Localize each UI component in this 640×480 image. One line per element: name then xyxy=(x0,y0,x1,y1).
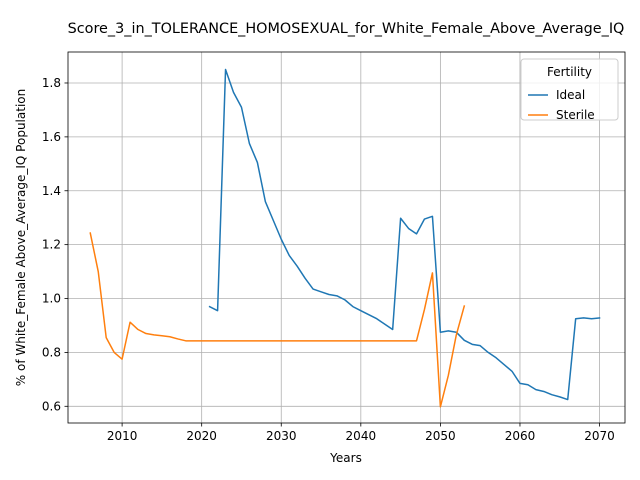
y-axis-label: % of White_Female Above_Average_IQ Popul… xyxy=(14,89,28,386)
series-line-ideal xyxy=(208,68,601,401)
x-tick-label: 2040 xyxy=(346,429,377,443)
series-line-sterile xyxy=(89,232,466,408)
y-tick-label: 0.8 xyxy=(42,345,61,359)
y-tick-label: 1.2 xyxy=(42,238,61,252)
x-axis-ticks: 2010 2020 2030 2040 2050 2060 2070 xyxy=(107,423,615,443)
chart-title: Score_3_in_TOLERANCE_HOMOSEXUAL_for_Whit… xyxy=(68,21,625,37)
y-tick-label: 0.6 xyxy=(42,399,61,413)
y-tick-label: 1.8 xyxy=(42,76,61,90)
y-tick-label: 1.0 xyxy=(42,292,61,306)
legend-title: Fertility xyxy=(547,65,592,79)
x-tick-label: 2020 xyxy=(186,429,217,443)
x-tick-label: 2060 xyxy=(505,429,536,443)
x-tick-label: 2070 xyxy=(584,429,615,443)
legend-items: Ideal Sterile xyxy=(528,88,595,122)
legend-label-sterile: Sterile xyxy=(556,108,595,122)
y-tick-label: 1.4 xyxy=(42,184,61,198)
x-tick-label: 2050 xyxy=(425,429,456,443)
x-tick-label: 2010 xyxy=(107,429,138,443)
legend-box xyxy=(520,58,619,121)
x-axis-label: Years xyxy=(329,451,362,465)
legend: Fertility Ideal Sterile xyxy=(520,58,619,122)
series-lines xyxy=(89,68,601,408)
x-tick-label: 2030 xyxy=(266,429,297,443)
y-tick-label: 1.6 xyxy=(42,130,61,144)
plot-area-frame xyxy=(67,51,626,424)
legend-label-ideal: Ideal xyxy=(556,88,585,102)
y-axis-ticks: 0.6 0.8 1.0 1.2 1.4 1.6 1.8 xyxy=(42,76,68,413)
